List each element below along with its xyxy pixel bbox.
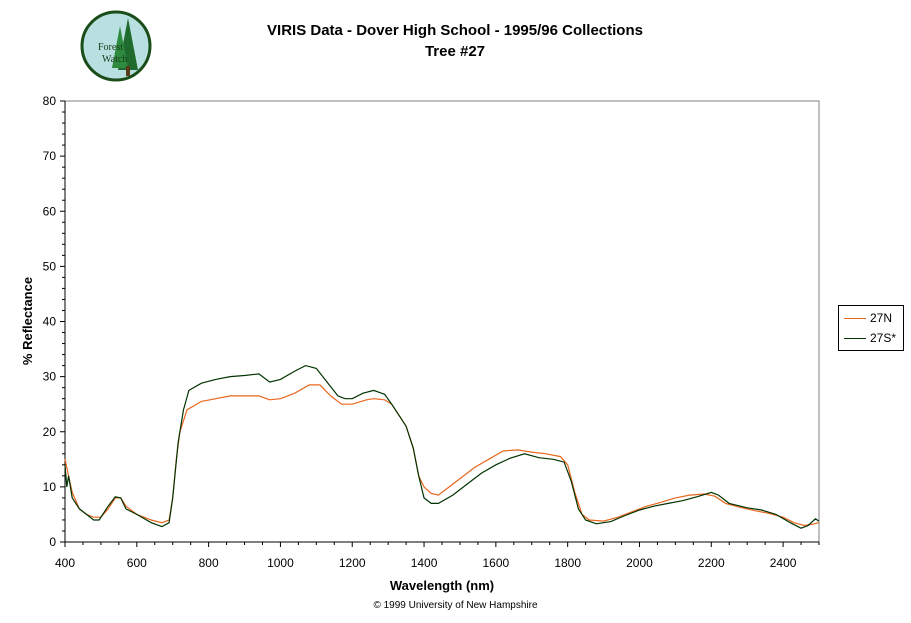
legend-swatch-27s (844, 337, 866, 339)
x-tick-label-600: 600 (127, 556, 147, 570)
y-tick-label-70: 70 (43, 149, 57, 163)
x-tick-label-1200: 1200 (339, 556, 366, 570)
x-tick-label-400: 400 (55, 556, 75, 570)
series-line-27s (64, 364, 820, 529)
y-tick-label-20: 20 (43, 425, 57, 439)
x-tick-label-800: 800 (199, 556, 219, 570)
legend-swatch-27n (844, 317, 866, 319)
chart-title: VIRIS Data - Dover High School - 1995/96… (267, 22, 643, 39)
x-tick-label-2200: 2200 (698, 556, 725, 570)
y-tick-label-80: 80 (43, 94, 57, 108)
series-layer (64, 364, 820, 529)
x-axis-title: Wavelength (nm) (390, 578, 494, 593)
logo-text-watch: Watch (102, 54, 127, 65)
chart-subtitle: Tree #27 (424, 43, 486, 60)
legend-label-27s: 27S* (870, 331, 897, 345)
x-tick-label-1400: 1400 (411, 556, 438, 570)
axes: 0 10 20 30 40 50 60 70 80 400 600 800 1000 1200 1400 16… (43, 94, 820, 570)
y-tick-label-40: 40 (43, 315, 57, 329)
y-tick-label-10: 10 (43, 480, 57, 494)
x-tick-label-2400: 2400 (770, 556, 797, 570)
plot-area (64, 100, 820, 543)
forest-watch-logo: Forest Watch (80, 10, 152, 82)
x-tick-label-1800: 1800 (554, 556, 581, 570)
x-tick-label-1600: 1600 (483, 556, 510, 570)
legend-item-27n: 27N (844, 310, 892, 326)
logo-text-forest: Forest (98, 42, 123, 53)
copyright-notice: © 1999 University of New Hampshire (373, 600, 538, 611)
y-tick-label-50: 50 (43, 259, 57, 273)
legend-item-27s: 27S* (844, 330, 896, 346)
y-tick-label-60: 60 (43, 204, 57, 218)
x-tick-label-1000: 1000 (267, 556, 294, 570)
y-axis-title: % Reflectance (20, 277, 35, 365)
legend: 27N 27S* (838, 305, 904, 351)
y-tick-label-30: 30 (43, 370, 57, 384)
y-tick-label-0: 0 (49, 535, 56, 549)
legend-label-27n: 27N (870, 311, 893, 325)
x-tick-label-2000: 2000 (626, 556, 653, 570)
